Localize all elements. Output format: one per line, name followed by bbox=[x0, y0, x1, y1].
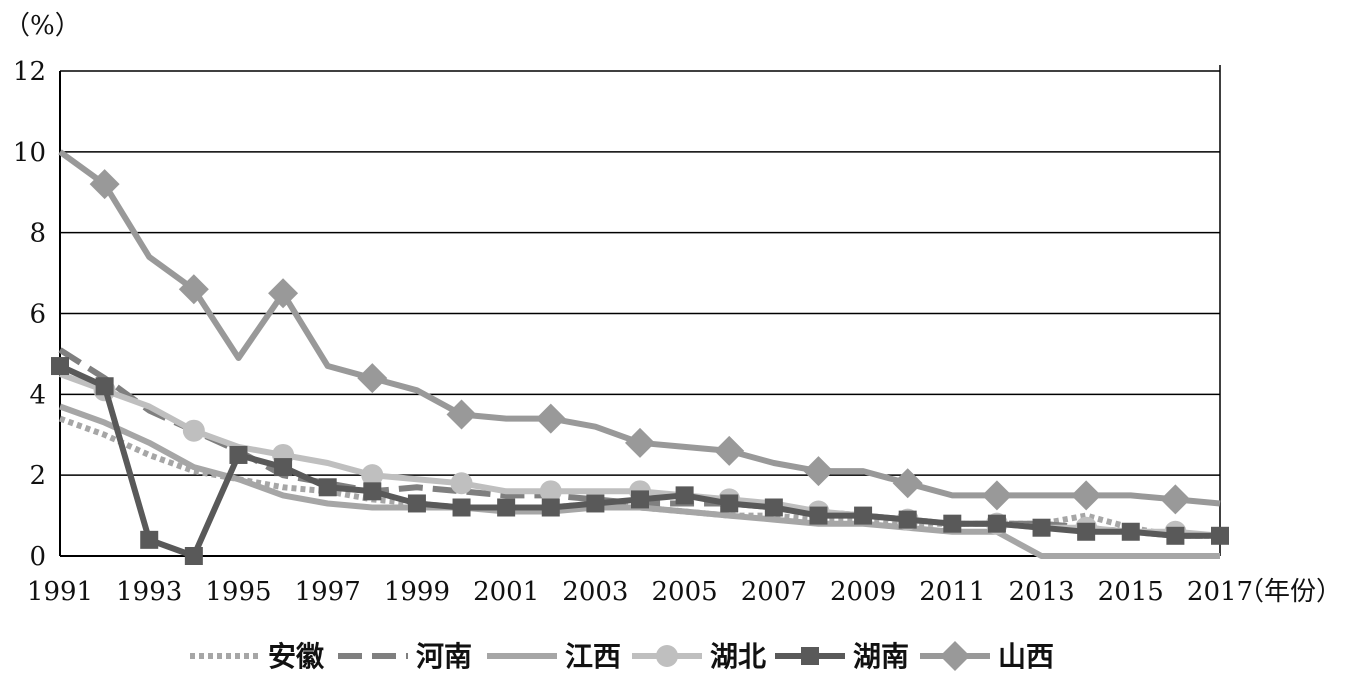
y-tick-label: 12 bbox=[13, 57, 46, 87]
data-point-marker bbox=[1032, 518, 1051, 537]
data-point-marker bbox=[51, 357, 69, 376]
legend-item: 江西 bbox=[487, 640, 621, 673]
legend-marker-swatch bbox=[801, 647, 819, 665]
y-tick-label: 4 bbox=[29, 380, 46, 410]
data-point-marker bbox=[450, 472, 473, 495]
data-point-marker bbox=[1071, 480, 1102, 511]
data-point-marker bbox=[89, 169, 120, 200]
x-tick-label: 1997 bbox=[295, 577, 361, 607]
legend: 安徽 河南 江西 湖北 湖南 山西 bbox=[190, 640, 1054, 673]
legend-marker-swatch bbox=[940, 641, 970, 671]
x-axis-unit-label: （年份） bbox=[1238, 577, 1342, 607]
data-point-marker bbox=[764, 498, 783, 517]
x-tick-label: 2017 bbox=[1187, 577, 1253, 607]
x-tick-label: 2011 bbox=[919, 577, 985, 607]
x-tick-label: 2013 bbox=[1008, 577, 1074, 607]
x-tick-label: 2005 bbox=[652, 577, 718, 607]
legend-label: 湖南 bbox=[853, 640, 909, 673]
data-point-marker bbox=[184, 547, 203, 565]
y-tick-label: 2 bbox=[29, 461, 46, 491]
data-point-marker bbox=[95, 377, 114, 396]
data-point-marker bbox=[675, 486, 694, 505]
x-tick-label: 1991 bbox=[27, 577, 93, 607]
legend-label: 山西 bbox=[998, 640, 1054, 673]
data-point-marker bbox=[1077, 522, 1096, 541]
series-lines bbox=[51, 149, 1229, 565]
data-point-marker bbox=[357, 363, 388, 394]
data-point-marker bbox=[803, 456, 834, 487]
legend-item: 山西 bbox=[920, 640, 1054, 673]
series-6 bbox=[58, 149, 1221, 515]
data-point-marker bbox=[535, 403, 566, 434]
data-point-marker bbox=[987, 514, 1006, 533]
y-axis-unit-label: （%） bbox=[4, 11, 81, 41]
data-point-marker bbox=[229, 445, 248, 464]
data-point-marker bbox=[178, 274, 209, 305]
legend-label: 河南 bbox=[416, 640, 472, 673]
x-tick-label: 2003 bbox=[562, 577, 628, 607]
x-tick-label: 2001 bbox=[473, 577, 539, 607]
x-tick-label: 2009 bbox=[830, 577, 896, 607]
data-point-marker bbox=[407, 494, 426, 513]
legend-label: 湖北 bbox=[710, 640, 766, 673]
data-point-marker bbox=[541, 498, 560, 517]
data-point-marker bbox=[361, 464, 384, 487]
x-tick-label: 1993 bbox=[116, 577, 182, 607]
legend-label: 江西 bbox=[565, 640, 621, 673]
y-tick-label: 8 bbox=[29, 219, 46, 249]
data-point-marker bbox=[720, 494, 739, 513]
data-point-marker bbox=[446, 399, 477, 430]
legend-marker-swatch bbox=[656, 645, 678, 667]
data-point-marker bbox=[539, 480, 562, 503]
data-point-marker bbox=[625, 427, 655, 458]
data-point-marker bbox=[318, 478, 337, 497]
grid-lines bbox=[60, 70, 1220, 557]
data-point-marker bbox=[943, 514, 962, 533]
y-tick-label: 10 bbox=[13, 138, 46, 168]
data-point-marker bbox=[1121, 522, 1140, 541]
y-tick-label: 0 bbox=[29, 542, 46, 572]
tick-labels: 0 2 4 6 8 10 12 1991 1993 1995 1997 1999 2001 2003 200… bbox=[13, 57, 1253, 607]
x-tick-label: 1999 bbox=[384, 577, 450, 607]
data-point-marker bbox=[268, 278, 299, 309]
legend-item: 湖北 bbox=[632, 640, 766, 673]
y-tick-label: 6 bbox=[29, 300, 46, 330]
legend-item: 河南 bbox=[338, 640, 472, 673]
legend-label: 安徽 bbox=[268, 640, 325, 673]
data-point-marker bbox=[274, 458, 293, 477]
data-point-marker bbox=[981, 480, 1012, 511]
data-point-marker bbox=[809, 506, 828, 525]
data-point-marker bbox=[497, 498, 516, 517]
data-point-marker bbox=[631, 490, 649, 509]
data-point-marker bbox=[140, 530, 159, 549]
data-point-marker bbox=[1166, 526, 1185, 545]
data-point-marker bbox=[714, 435, 745, 466]
data-point-marker bbox=[182, 419, 205, 442]
x-tick-label: 2007 bbox=[741, 577, 807, 607]
data-point-marker bbox=[452, 498, 471, 517]
legend-item: 安徽 bbox=[190, 640, 325, 673]
data-point-marker bbox=[1160, 484, 1191, 515]
data-point-marker bbox=[892, 468, 923, 499]
series-5 bbox=[51, 357, 1229, 565]
legend-item: 湖南 bbox=[775, 640, 909, 673]
x-tick-label: 1995 bbox=[205, 577, 271, 607]
data-point-marker bbox=[898, 510, 917, 529]
data-point-marker bbox=[586, 494, 605, 513]
x-tick-label: 2015 bbox=[1098, 577, 1164, 607]
data-point-marker bbox=[363, 482, 382, 501]
data-point-marker bbox=[854, 506, 873, 525]
data-point-marker bbox=[1211, 526, 1229, 545]
